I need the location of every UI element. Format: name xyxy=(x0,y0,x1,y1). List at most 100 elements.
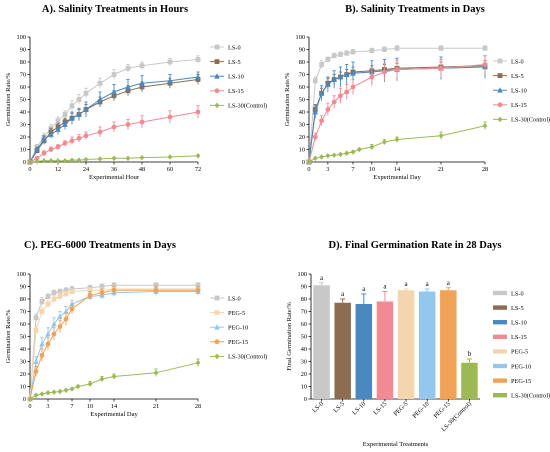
data-point xyxy=(331,99,337,105)
y-tick-label: 100 xyxy=(17,271,26,278)
legend-marker xyxy=(214,295,220,301)
x-tick-label: LS-0 xyxy=(311,400,325,414)
data-point xyxy=(331,152,337,158)
data-point xyxy=(350,49,356,55)
significance-label: a xyxy=(426,280,430,288)
data-point xyxy=(45,331,51,337)
significance-label: a xyxy=(447,279,451,287)
data-point xyxy=(338,151,343,158)
data-point xyxy=(343,71,350,77)
data-point xyxy=(57,388,63,395)
data-point xyxy=(195,109,201,115)
data-point xyxy=(33,315,39,321)
bar xyxy=(461,362,478,399)
legend-label: LS-0 xyxy=(228,44,241,51)
bar-group: a LS-0 xyxy=(311,274,330,414)
legend-label: LS-30(Control) xyxy=(511,117,550,124)
legend-swatch xyxy=(493,393,507,398)
data-point xyxy=(312,78,318,84)
data-point xyxy=(33,392,39,399)
x-tick-label: PEG-15 xyxy=(432,400,451,419)
legend-item: LS-15 xyxy=(493,102,527,109)
legend-marker xyxy=(214,310,220,315)
legend-item: PEG-10 xyxy=(210,324,248,332)
legend-swatch xyxy=(493,349,507,354)
data-point xyxy=(69,115,75,121)
legend-item: PEG-5 xyxy=(210,310,245,317)
legend-item: LS-0 xyxy=(493,58,524,65)
data-point xyxy=(33,358,39,364)
y-tick-label: 60 xyxy=(301,321,307,328)
data-point xyxy=(350,149,356,155)
data-point xyxy=(55,118,61,124)
x-tick-label: 3 xyxy=(46,403,49,410)
data-point xyxy=(51,296,57,302)
legend-label: LS-30(Control) xyxy=(511,393,550,400)
panel-a: A). Salinity Treatments in Hours Germinat… xyxy=(5,4,267,181)
series-ls-15 xyxy=(306,55,488,165)
data-point xyxy=(34,158,40,165)
legend-item: PEG-10 xyxy=(493,363,531,370)
data-point xyxy=(97,156,103,162)
data-point xyxy=(97,80,103,86)
data-point xyxy=(45,301,51,307)
bar-group: a LS-15 xyxy=(372,283,394,417)
x-tick-label: 14 xyxy=(111,403,118,410)
series-line xyxy=(29,289,198,400)
data-point xyxy=(34,155,40,161)
data-point xyxy=(97,96,103,102)
y-axis-label: Germination Rate/% xyxy=(5,309,12,363)
y-tick-label: 50 xyxy=(299,97,305,104)
x-axis-label: Experimental Treatments xyxy=(363,441,429,448)
y-axis-label: Germination Rate/% xyxy=(284,72,291,126)
legend-label: PEG-5 xyxy=(228,310,245,317)
y-tick-label: 40 xyxy=(299,109,305,116)
data-point xyxy=(394,67,400,72)
data-point xyxy=(63,291,69,297)
data-point xyxy=(338,52,343,57)
data-point xyxy=(331,76,337,82)
data-point xyxy=(83,90,89,96)
x-tick-label: LS-5 xyxy=(332,400,346,414)
data-point xyxy=(111,72,117,77)
data-point xyxy=(438,132,444,139)
legend-marker xyxy=(214,59,220,64)
data-point xyxy=(55,126,61,132)
series-line xyxy=(29,291,198,400)
data-point xyxy=(76,135,82,141)
series-peg-15 xyxy=(27,286,201,402)
data-point xyxy=(48,147,54,152)
data-point xyxy=(76,111,82,117)
data-point xyxy=(382,47,387,52)
data-point xyxy=(167,59,173,65)
y-tick-label: 30 xyxy=(299,122,305,129)
data-point xyxy=(62,140,68,146)
x-tick-label: PEG-10 xyxy=(411,400,430,419)
x-tick-label: 10 xyxy=(369,166,375,173)
legend-item: PEG-5 xyxy=(493,349,528,356)
legend-label: LS-5 xyxy=(228,59,241,66)
data-point xyxy=(99,290,105,296)
data-point xyxy=(153,282,159,288)
legend-item: LS-10 xyxy=(493,87,527,95)
legend-marker xyxy=(214,339,220,345)
x-axis-label: Experimental Day xyxy=(373,174,421,181)
significance-label: a xyxy=(320,274,324,282)
y-tick-label: 40 xyxy=(301,346,307,353)
data-point xyxy=(27,159,33,165)
legend-item: PEG-15 xyxy=(493,378,531,385)
y-tick-label: 90 xyxy=(301,284,307,291)
significance-label: a xyxy=(383,283,387,291)
x-tick-label: LS-15 xyxy=(372,400,388,416)
data-point xyxy=(369,144,375,150)
legend-marker xyxy=(497,73,503,78)
data-point xyxy=(45,389,51,396)
data-point xyxy=(83,156,89,163)
y-tick-label: 20 xyxy=(20,371,26,378)
bar-group: a PEG-5 xyxy=(392,280,415,418)
legend-item: LS-5 xyxy=(493,73,524,80)
data-point xyxy=(111,89,117,95)
legend-label: LS-30(Control) xyxy=(228,354,267,361)
data-point xyxy=(394,45,400,51)
